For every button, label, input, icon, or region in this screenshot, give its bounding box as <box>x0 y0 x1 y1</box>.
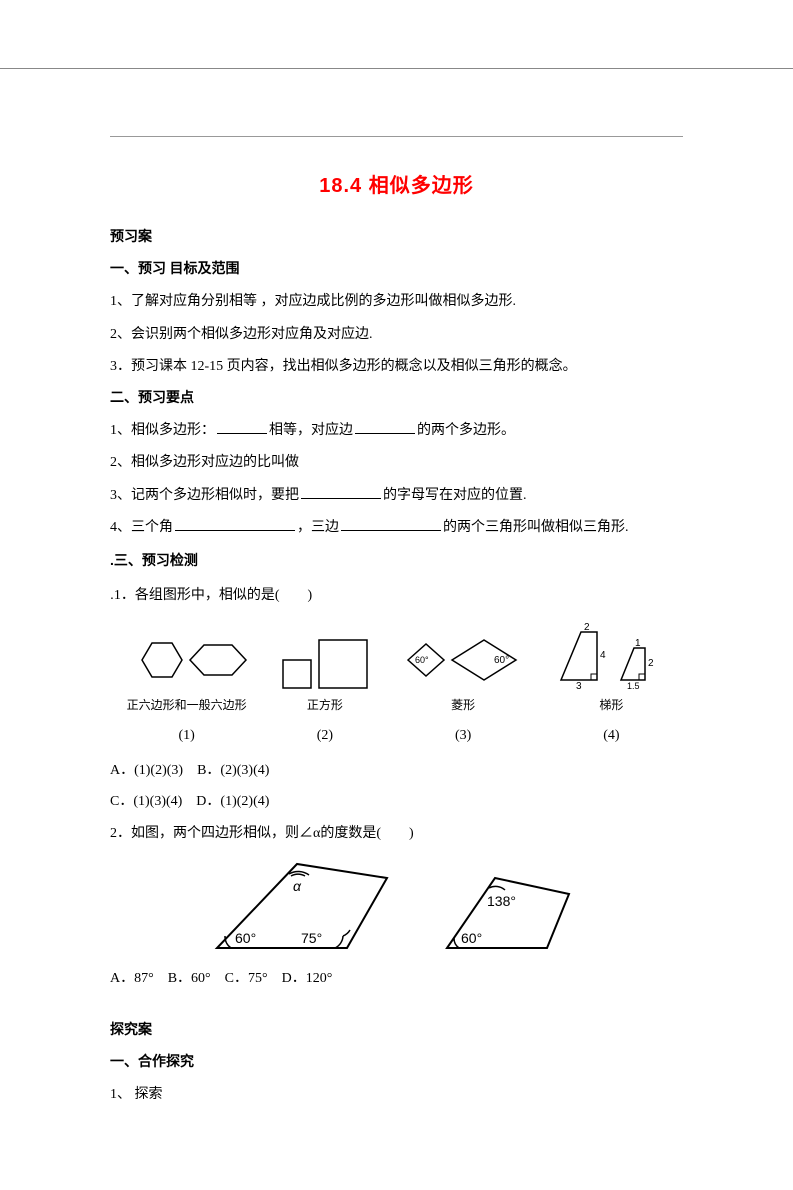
section-explore: 探究案 <box>110 1015 683 1047</box>
q1-opts-ab: A．(1)(2)(3) B．(2)(3)(4) <box>110 756 683 787</box>
fig4-label: 梯形 <box>551 692 671 720</box>
p2-4a: 4、三个角 <box>110 520 173 535</box>
p1-3: 3．预习课本 12-15 页内容，找出相似多边形的概念以及相似三角形的概念。 <box>110 351 683 383</box>
blank <box>175 517 295 531</box>
q1-text: 1．各组图形中，相似的是( ) <box>114 588 312 603</box>
rhombi-svg: 60° 60° <box>398 630 528 690</box>
page: 18.4 相似多边形 预习案 一、预习 目标及范围 1、了解对应角分别相等 ，对… <box>0 68 793 1151</box>
figcell-1: 正六边形和一般六边形 (1) <box>122 630 252 752</box>
svg-text:75°: 75° <box>301 930 322 946</box>
q2-svg: 60° 75° α 60° 138° <box>197 858 617 958</box>
fig3-label: 菱形 <box>398 692 528 720</box>
q1-figure-row: 正六边形和一般六边形 (1) 正方形 (2) 60° 60° 菱形 <box>110 622 683 752</box>
body: 预习案 一、预习 目标及范围 1、了解对应角分别相等 ，对应边成比例的多边形叫做… <box>110 222 683 1111</box>
svg-text:α: α <box>293 878 302 894</box>
top-rule <box>110 136 683 137</box>
blank <box>355 420 415 434</box>
p2-2: 2、相似多边形对应边的比叫做 <box>110 447 683 479</box>
fig2-idx: (2) <box>275 720 375 752</box>
fig4-idx: (4) <box>551 720 671 752</box>
svg-text:3: 3 <box>576 681 582 690</box>
p1-1: 1、了解对应角分别相等 ，对应边成比例的多边形叫做相似多边形. <box>110 286 683 318</box>
p2-4c: 的两个三角形叫做相似三角形. <box>443 520 629 535</box>
svg-text:4: 4 <box>600 650 606 661</box>
p2-4: 4、三个角 ，三边 的两个三角形叫做相似三角形. <box>110 512 683 544</box>
q2-opts: A．87° B．60° C．75° D．120° <box>110 964 683 995</box>
fig1-idx: (1) <box>122 720 252 752</box>
figcell-4: 2 4 3 1 2 1.5 梯形 (4) <box>551 622 671 752</box>
p2-3: 3、记两个多边形相似时，要把 的字母写在对应的位置. <box>110 480 683 512</box>
p2-3a: 3、记两个多边形相似时，要把 <box>110 488 299 503</box>
p2-1: 1、相似多边形： 相等，对应边 的两个多边形。 <box>110 415 683 447</box>
figcell-2: 正方形 (2) <box>275 630 375 752</box>
blank <box>341 517 441 531</box>
p2-3b: 的字母写在对应的位置. <box>383 488 527 503</box>
heading-3: .三、预习检测 <box>110 544 683 578</box>
trapezoids-svg: 2 4 3 1 2 1.5 <box>551 622 671 690</box>
q2: 2．如图，两个四边形相似，则∠α的度数是( ) <box>110 818 683 850</box>
q2-figure: 60° 75° α 60° 138° <box>130 858 683 958</box>
p2-1b: 相等，对应边 <box>269 423 353 438</box>
heading-2: 二、预习要点 <box>110 383 683 415</box>
svg-text:138°: 138° <box>487 893 516 909</box>
p2-1c: 的两个多边形。 <box>417 423 515 438</box>
svg-text:60°: 60° <box>461 930 482 946</box>
svg-text:60°: 60° <box>415 655 429 665</box>
svg-text:1: 1 <box>635 638 641 649</box>
p1-2: 2、会识别两个相似多边形对应角及对应边. <box>110 319 683 351</box>
svg-text:2: 2 <box>584 622 590 633</box>
q1: .1．各组图形中，相似的是( ) <box>110 578 683 612</box>
p-exp-1: 1、 探索 <box>110 1079 683 1111</box>
blank <box>301 485 381 499</box>
squares-svg <box>275 630 375 690</box>
blank <box>217 420 267 434</box>
svg-text:60°: 60° <box>494 655 509 666</box>
h3-text: 三、预习检测 <box>114 554 198 569</box>
fig3-idx: (3) <box>398 720 528 752</box>
svg-text:2: 2 <box>648 658 654 669</box>
hexagons-svg <box>122 630 252 690</box>
fig2-label: 正方形 <box>275 692 375 720</box>
section-preview: 预习案 <box>110 222 683 254</box>
page-title: 18.4 相似多边形 <box>110 169 683 198</box>
p2-1a: 1、相似多边形： <box>110 423 215 438</box>
q1-opts-cd: C．(1)(3)(4) D．(1)(2)(4) <box>110 787 683 818</box>
fig1-label: 正六边形和一般六边形 <box>122 692 252 720</box>
p2-4b: ，三边 <box>297 520 339 535</box>
spacer <box>110 995 683 1015</box>
svg-text:60°: 60° <box>235 930 256 946</box>
figcell-3: 60° 60° 菱形 (3) <box>398 630 528 752</box>
svg-text:1.5: 1.5 <box>627 681 640 690</box>
heading-explore: 一、合作探究 <box>110 1047 683 1079</box>
heading-1: 一、预习 目标及范围 <box>110 254 683 286</box>
